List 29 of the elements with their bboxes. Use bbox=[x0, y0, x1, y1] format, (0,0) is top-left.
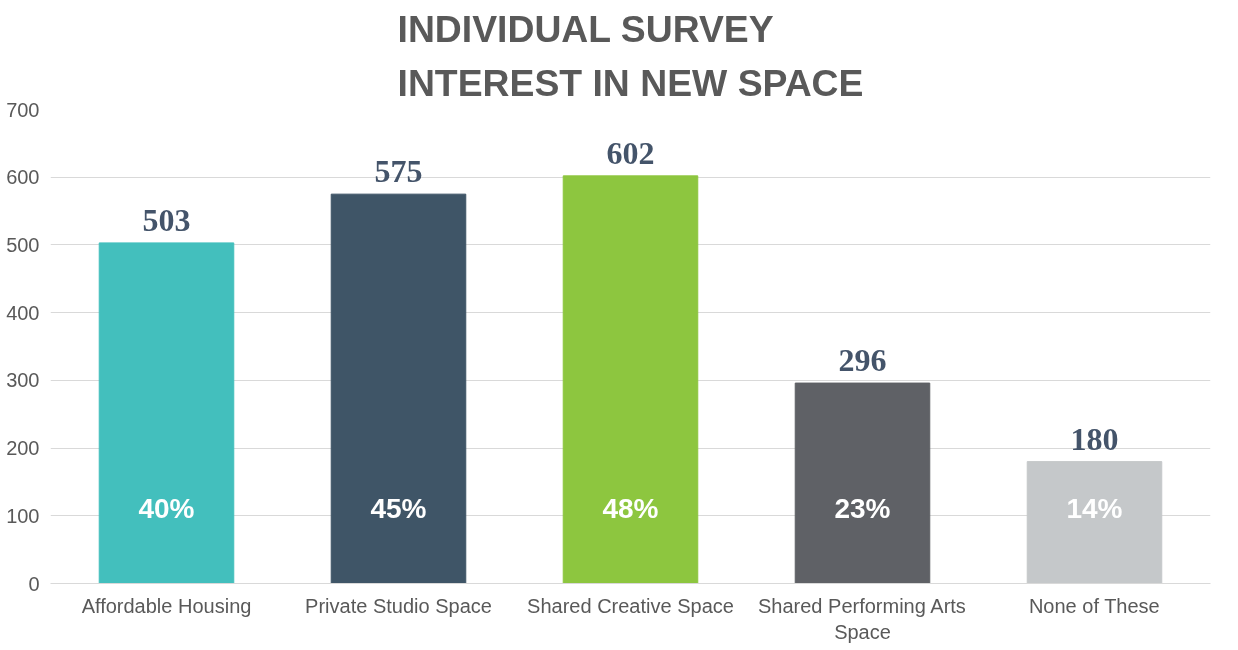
y-tick-label: 600 bbox=[6, 166, 40, 189]
data-label: 602 bbox=[606, 134, 655, 171]
data-label: 503 bbox=[142, 201, 191, 238]
annotation: 23% bbox=[834, 493, 891, 524]
y-tick-label: 200 bbox=[6, 437, 40, 460]
bar bbox=[330, 193, 467, 584]
x-tick-label: Shared Creative Space bbox=[527, 594, 734, 617]
y-tick-label: 300 bbox=[6, 369, 40, 392]
annotation: 14% bbox=[1066, 493, 1123, 524]
y-tick-label: 400 bbox=[6, 301, 40, 324]
data-label: 296 bbox=[838, 342, 887, 379]
bar bbox=[1026, 461, 1163, 584]
y-tick-label: 700 bbox=[6, 98, 40, 121]
x-tick-label: Shared Performing Arts Space bbox=[758, 594, 966, 643]
y-tick-label: 500 bbox=[6, 233, 40, 256]
x-tick-label: Affordable Housing bbox=[81, 594, 252, 617]
x-tick-label: Private Studio Space bbox=[305, 594, 492, 617]
data-label: 575 bbox=[374, 153, 423, 190]
data-label: 180 bbox=[1070, 420, 1119, 457]
bar bbox=[98, 242, 235, 584]
x-tick-label: None of These bbox=[1028, 594, 1160, 617]
y-tick-label: 100 bbox=[6, 504, 40, 527]
annotation: 45% bbox=[370, 493, 427, 524]
annotation: 48% bbox=[602, 493, 659, 524]
y-tick-label: 0 bbox=[28, 572, 40, 595]
chart-title: INDIVIDUAL SURVEY INTEREST IN NEW SPACE bbox=[397, 7, 864, 105]
bar bbox=[562, 175, 699, 584]
annotation: 40% bbox=[138, 493, 195, 524]
bar bbox=[794, 382, 931, 584]
